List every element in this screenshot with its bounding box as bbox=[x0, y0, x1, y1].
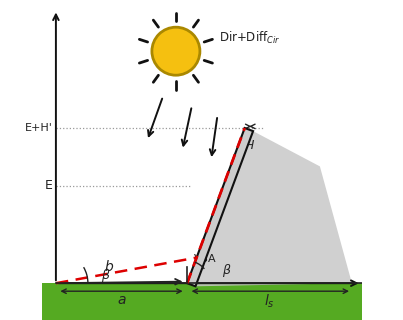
Text: VSA: VSA bbox=[193, 254, 216, 264]
Text: H: H bbox=[244, 139, 253, 152]
Text: a: a bbox=[117, 293, 126, 307]
Polygon shape bbox=[187, 128, 253, 286]
Text: $l_s$: $l_s$ bbox=[264, 293, 275, 310]
Polygon shape bbox=[42, 283, 361, 320]
Polygon shape bbox=[195, 131, 352, 286]
Text: E+H': E+H' bbox=[25, 123, 53, 133]
Text: β: β bbox=[101, 269, 109, 282]
Text: β: β bbox=[222, 264, 230, 277]
Circle shape bbox=[152, 27, 200, 75]
Text: b: b bbox=[104, 260, 113, 274]
Text: Dir+Diff$_{Cir}$: Dir+Diff$_{Cir}$ bbox=[219, 30, 280, 46]
Text: E: E bbox=[45, 179, 53, 192]
